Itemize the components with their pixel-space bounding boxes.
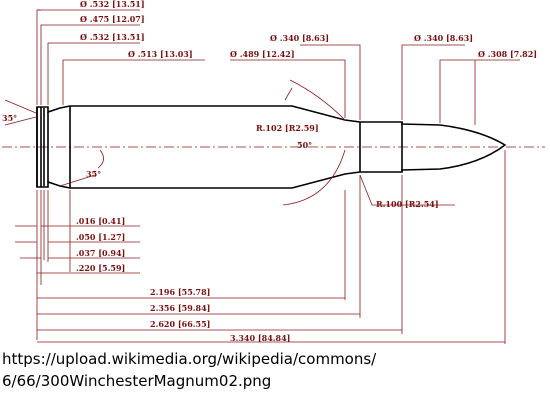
rim-bevel-angle-label: 35° (2, 113, 17, 123)
overall-length-label: 3.340 [84.84] (230, 333, 290, 343)
shoulder-radius-label: R.102 [R2.59] (256, 123, 319, 133)
bottom-short-dims (15, 190, 140, 340)
neck-dia-label-a: Ø .340 [8.63] (270, 33, 329, 43)
belt-length-label: .220 [5.59] (76, 263, 125, 273)
belt-dia-label: Ø .532 [13.51] (80, 32, 145, 42)
extractor-groove-dia-label: Ø .475 [12.07] (80, 14, 145, 24)
neck-dia-label-b: Ø .340 [8.63] (414, 33, 473, 43)
caption-line-2: 6/66/300WinchesterMagnum02.png (2, 372, 272, 390)
groove-width-label: .037 [0.94] (76, 248, 125, 258)
caption-line-1: https://upload.wikimedia.org/wikipedia/c… (2, 350, 377, 368)
case-length-label: 2.620 [66.55] (150, 319, 210, 329)
shoulder-length-label: 2.196 [55.78] (150, 287, 210, 297)
source-caption: https://upload.wikimedia.org/wikipedia/c… (2, 348, 376, 392)
top-dimension-leaders (36, 9, 520, 206)
belt-front-dia-label: Ø .513 [13.03] (128, 49, 193, 59)
shoulder-angle-label: 50° (297, 140, 312, 150)
rim-thickness-label: .016 [0.41] (76, 216, 125, 226)
cartridge-outline (36, 105, 507, 189)
neck-radius-label: R.100 [R2.54] (376, 199, 439, 209)
groove-start-label: .050 [1.27] (76, 232, 125, 242)
neck-start-length-label: 2.356 [59.84] (150, 303, 210, 313)
groove-angle-label: 35° (86, 169, 101, 179)
shoulder-dia-label: Ø .489 [12.42] (230, 49, 295, 59)
cartridge-drawing: Ø .532 [13.51] Ø .475 [12.07] Ø .532 [13… (2, 0, 545, 344)
bottom-long-dims (37, 150, 506, 344)
bullet-dia-label: Ø .308 [7.82] (478, 49, 537, 59)
rim-dia-label: Ø .532 [13.51] (80, 0, 145, 9)
angle-markers (4, 99, 104, 187)
